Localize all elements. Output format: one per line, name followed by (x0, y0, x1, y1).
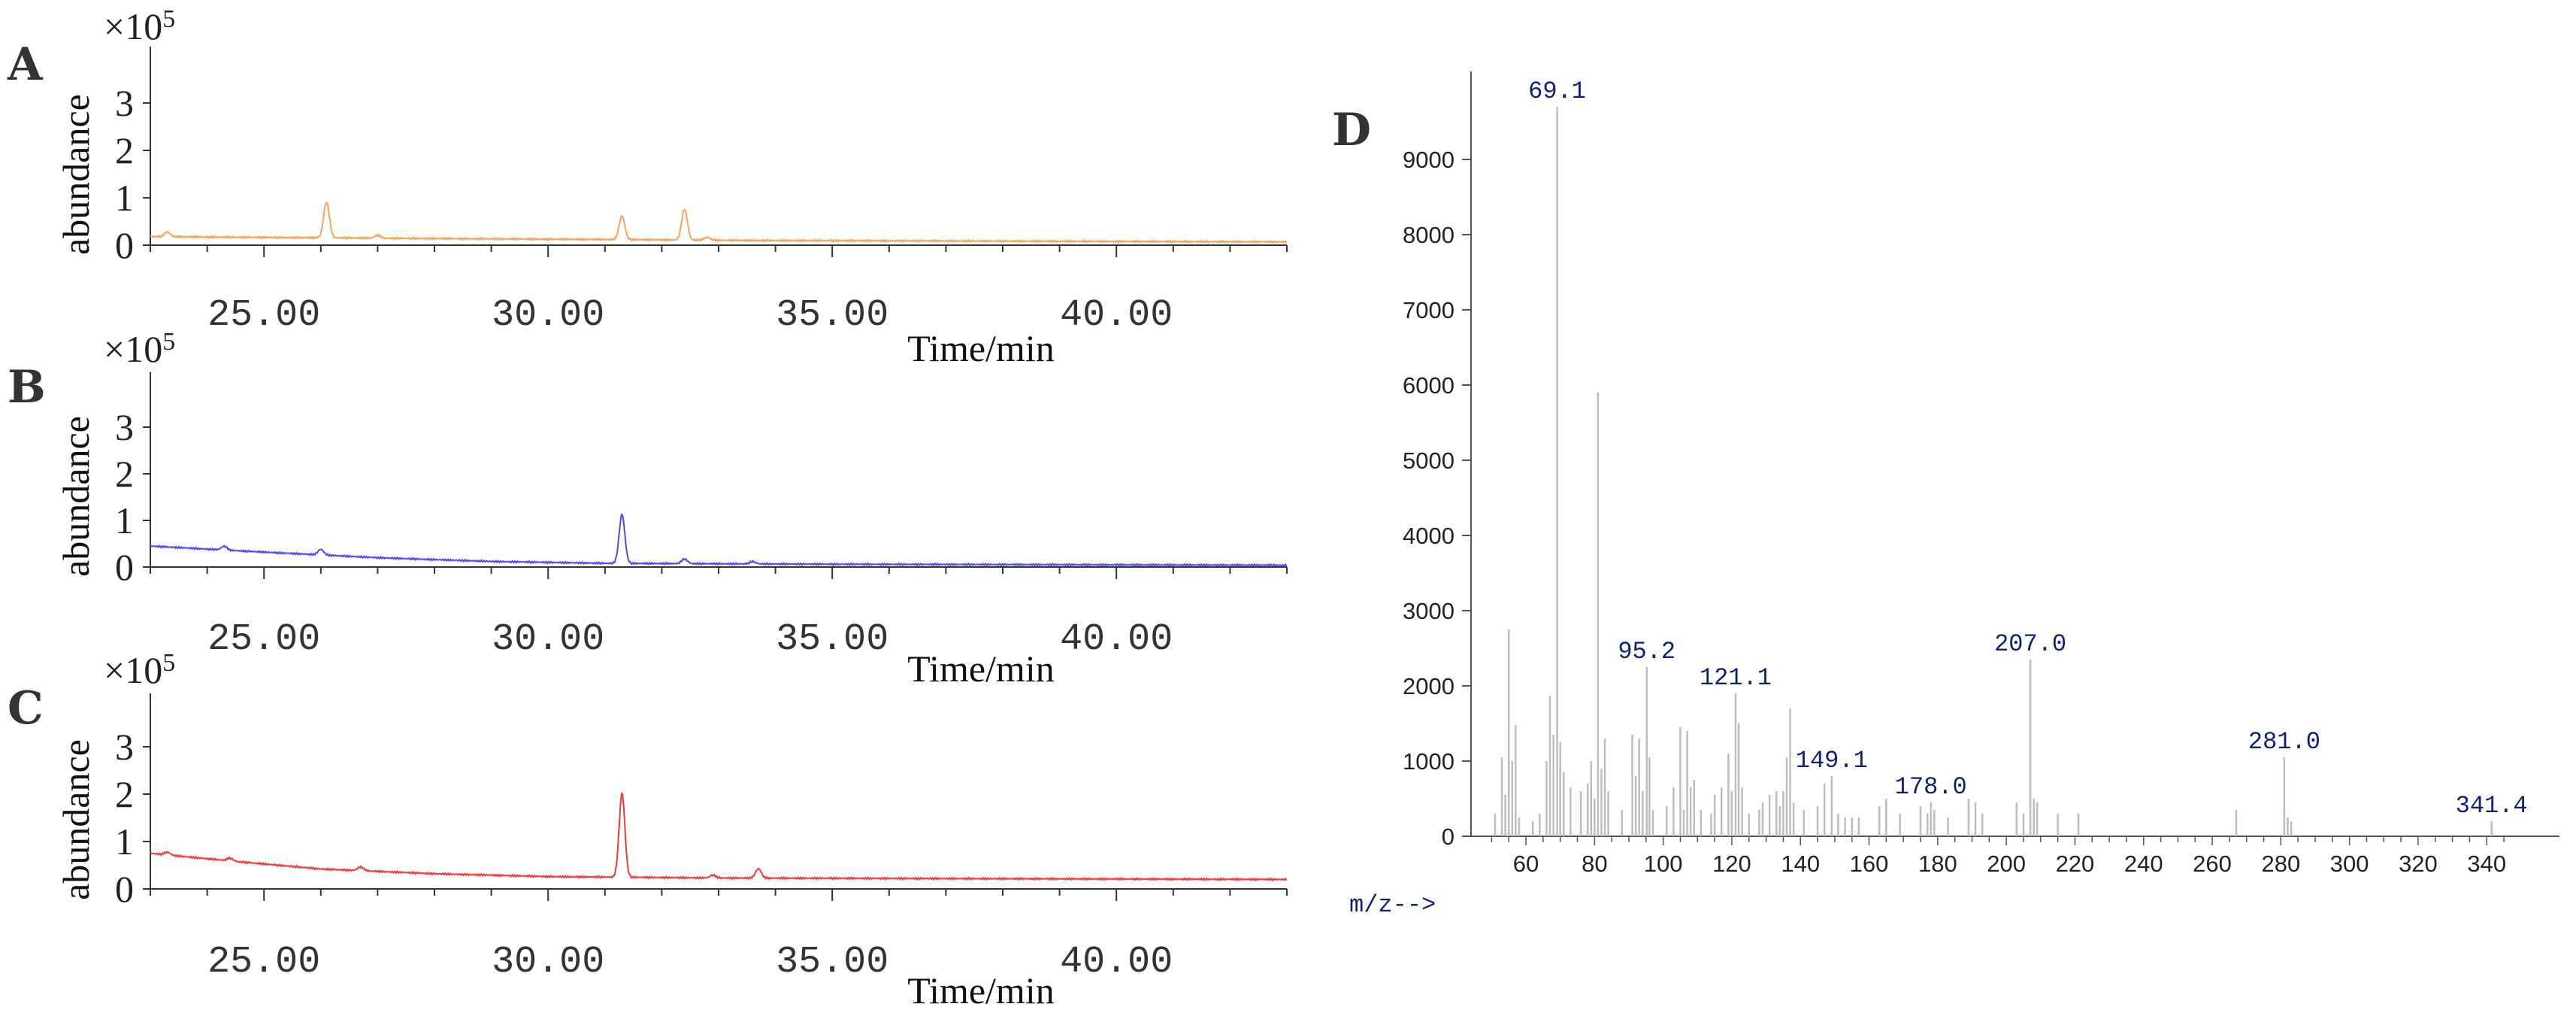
peak-label: 69.1 (1528, 77, 1586, 105)
y-tick-label: 2 (115, 453, 134, 495)
y-tick-label: 4000 (1403, 523, 1454, 549)
x-tick-label: 30.00 (492, 618, 604, 661)
peak-label: 95.2 (1618, 638, 1675, 666)
y-multiplier-b: ×105 (104, 328, 175, 370)
y-tick-label: 9000 (1403, 147, 1454, 173)
ticks-c: 0 1 2 3 25.00 30.00 35.00 40.00 (115, 726, 1288, 984)
x-tick-label: 200 (1987, 851, 2026, 877)
chromatogram-panel-a: A ×105 abundance 0 1 2 3 25.00 30.00 35.00 40.0… (7, 5, 1288, 369)
chromatogram-trace-a (150, 201, 1288, 244)
x-tick-label: 40.00 (1060, 618, 1173, 661)
x-tick-label: 180 (1918, 851, 1957, 877)
x-tick-label: 35.00 (776, 294, 888, 337)
y-tick-label: 0 (1442, 823, 1454, 850)
x-tick-label: 260 (2193, 851, 2232, 877)
y-tick-label: 0 (115, 224, 134, 266)
x-tick-label: 120 (1712, 851, 1751, 877)
axes-c (150, 693, 1287, 890)
chromatogram-trace-b (150, 513, 1288, 568)
x-tick-label: 30.00 (492, 941, 604, 984)
x-axis-title-d: m/z--> (1349, 891, 1436, 919)
peak-label: 341.4 (2456, 792, 2528, 820)
y-multiplier-a: ×105 (104, 5, 175, 47)
x-tick-label: 30.00 (492, 294, 604, 337)
x-tick-label: 35.00 (776, 618, 888, 661)
x-tick-label: 25.00 (207, 618, 320, 661)
axes-d (1470, 71, 2559, 837)
y-tick-label: 1 (115, 177, 134, 219)
y-tick-label: 0 (115, 546, 134, 588)
x-axis-title-a: Time/min (907, 327, 1054, 369)
x-tick-label: 25.00 (207, 941, 320, 984)
peak-label: 178.0 (1895, 773, 1967, 801)
spectrum-peak-labels: 69.1 95.2 121.1 149.1 178.0 207.0 281.0 341.4 (1528, 77, 2527, 820)
x-tick-label: 80 (1582, 851, 1607, 877)
ticks-a: 0 1 2 3 25.00 30.00 35.00 40.00 (115, 82, 1288, 337)
y-multiplier-c: ×105 (104, 649, 175, 691)
chromatogram-panel-c: C ×105 abundance 0 1 2 3 25.00 30.00 35.00 40.0… (8, 649, 1288, 1011)
peak-label: 121.1 (1700, 664, 1772, 692)
x-tick-label: 160 (1850, 851, 1889, 877)
x-tick-label: 60 (1513, 851, 1539, 877)
y-tick-label: 1 (115, 499, 134, 541)
x-tick-label: 140 (1781, 851, 1820, 877)
chromatogram-panel-b: B ×105 abundance 0 12 3 25.00 30.00 35.00 40.0… (8, 328, 1288, 690)
x-tick-label: 220 (2056, 851, 2095, 877)
ticks-b: 0 12 3 25.00 30.00 35.00 40.00 (115, 406, 1288, 661)
peak-label: 149.1 (1796, 747, 1868, 775)
panel-letter-a: A (7, 38, 44, 91)
axes-a (150, 47, 1287, 246)
x-tick-label: 320 (2399, 851, 2438, 877)
x-tick-label: 35.00 (776, 941, 888, 984)
ticks-d: 0 1000 2000 3000 4000 5000 6000 7000 8000 9000 60 8… (1403, 147, 2506, 877)
spectrum-bars (1494, 107, 2493, 836)
y-axis-title-b: abundance (55, 416, 97, 577)
y-tick-label: 8000 (1403, 222, 1454, 248)
y-tick-label: 3 (115, 726, 134, 768)
x-tick-label: 300 (2330, 851, 2369, 877)
mass-spectrum-panel-d: D 0 1000 2000 3000 4000 5000 6000 7000 8000 9000 6… (1332, 71, 2559, 919)
y-tick-label: 1000 (1403, 748, 1454, 775)
x-axis-title-b: Time/min (907, 648, 1054, 690)
chromatogram-trace-c (150, 792, 1288, 882)
peak-label: 281.0 (2248, 728, 2320, 756)
panel-letter-b: B (8, 361, 46, 414)
y-tick-label: 0 (115, 868, 134, 910)
y-tick-label: 2 (115, 773, 134, 815)
x-tick-label: 40.00 (1060, 941, 1173, 984)
y-tick-label: 3 (115, 406, 134, 448)
y-tick-label: 1 (115, 820, 134, 863)
y-tick-label: 5000 (1403, 447, 1454, 474)
y-tick-label: 2000 (1403, 673, 1454, 699)
y-axis-title-a: abundance (55, 94, 97, 255)
x-tick-label: 40.00 (1060, 294, 1173, 337)
x-tick-label: 100 (1644, 851, 1683, 877)
panel-letter-d: D (1332, 104, 1371, 156)
peak-label: 207.0 (1994, 630, 2066, 658)
x-tick-label: 280 (2261, 851, 2300, 877)
axes-b (150, 372, 1287, 568)
y-tick-label: 3000 (1403, 598, 1454, 624)
x-tick-label: 240 (2124, 851, 2163, 877)
x-axis-title-c: Time/min (907, 969, 1054, 1011)
y-axis-title-c: abundance (55, 739, 97, 900)
y-tick-label: 2 (115, 129, 134, 171)
y-tick-label: 3 (115, 82, 134, 124)
y-tick-label: 7000 (1403, 297, 1454, 323)
y-tick-label: 6000 (1403, 372, 1454, 399)
x-tick-label: 25.00 (207, 294, 320, 337)
x-tick-label: 340 (2467, 851, 2506, 877)
panel-letter-c: C (8, 682, 44, 735)
